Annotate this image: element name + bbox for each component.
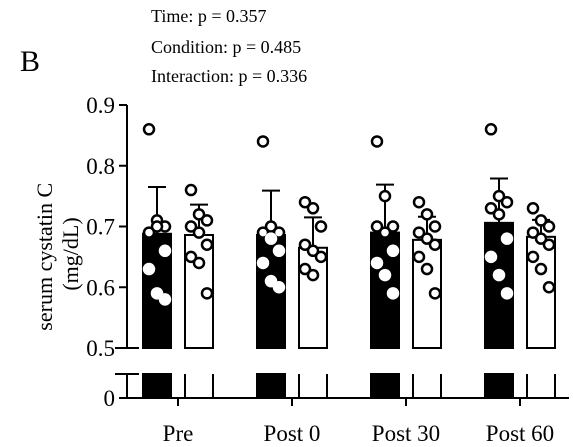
bar-lower-segment [142, 373, 172, 399]
data-point [306, 244, 320, 258]
data-point [534, 214, 548, 227]
stat-condition: Condition: p = 0.485 [151, 37, 301, 57]
data-point [184, 220, 198, 233]
data-point [150, 220, 164, 233]
y-axis-label: serum cystatin C (mg/dL) [32, 177, 83, 330]
data-point [428, 220, 442, 233]
data-point [158, 244, 172, 258]
data-point [420, 262, 434, 276]
data-point [484, 123, 498, 136]
data-point [272, 244, 286, 258]
data-point [492, 189, 506, 203]
data-point [264, 274, 278, 288]
data-point [158, 293, 172, 306]
stat-interaction: Interaction: p = 0.336 [151, 66, 307, 86]
data-point [314, 220, 328, 233]
data-point [256, 135, 270, 148]
y-tick-label: 0.6 [86, 275, 115, 300]
data-point [256, 256, 270, 270]
data-point [256, 226, 270, 239]
data-point [542, 281, 556, 294]
data-point [412, 195, 426, 209]
data-point [298, 238, 312, 251]
data-point [184, 183, 198, 197]
y-tick-label: 0.9 [86, 93, 115, 118]
data-point [298, 262, 312, 276]
bar-lower-segment [370, 373, 400, 399]
bar-lower-segment [256, 373, 286, 399]
data-point [386, 287, 400, 300]
data-point [412, 226, 426, 239]
y-tick-label: 0.7 [86, 215, 115, 240]
y-tick-label-zero: 0 [104, 386, 116, 411]
data-point [370, 256, 384, 270]
data-point [412, 250, 426, 264]
data-point [272, 281, 286, 294]
panel-label: B [20, 45, 40, 78]
data-point [142, 123, 156, 136]
data-point [526, 226, 540, 239]
y-axis-label-line1: serum cystatin C [32, 183, 57, 331]
axes: 0.9 0.8 0.7 0.6 0.5 0 Pre Post 0 Post 30 Post 60 [86, 93, 569, 446]
y-tick-label: 0.8 [86, 154, 115, 179]
data-point [526, 202, 540, 215]
data-point [386, 220, 400, 233]
x-tick-label: Post 60 [486, 421, 554, 446]
data-point [150, 287, 164, 300]
data-point [526, 250, 540, 264]
data-point [306, 268, 320, 282]
data-point [298, 195, 312, 209]
stat-time: Time: p = 0.357 [151, 6, 267, 26]
data-point [264, 220, 278, 233]
data-point [542, 220, 556, 233]
data-point [378, 268, 392, 282]
data-point [534, 262, 548, 276]
data-point [378, 226, 392, 239]
data-point [500, 195, 514, 209]
data-point [420, 208, 434, 221]
data-point [184, 250, 198, 264]
data-point [542, 238, 556, 251]
data-point [428, 287, 442, 300]
data-point [264, 232, 278, 245]
data-point [484, 202, 498, 215]
data-point [484, 250, 498, 264]
y-tick-label: 0.5 [86, 336, 115, 361]
data-point [306, 202, 320, 215]
plot-area [142, 123, 556, 399]
data-point [386, 244, 400, 258]
x-tick-label: Post 30 [372, 421, 440, 446]
data-point [492, 208, 506, 221]
data-point [500, 232, 514, 245]
data-point [272, 226, 286, 239]
y-axis-label-line2: (mg/dL) [58, 217, 83, 290]
data-point [428, 238, 442, 251]
data-point [192, 226, 206, 239]
data-point [500, 287, 514, 300]
x-tick-label: Pre [163, 421, 194, 446]
data-point [200, 238, 214, 251]
bar-lower-segment [484, 373, 514, 399]
data-point [370, 135, 384, 148]
data-point [200, 214, 214, 227]
data-point [200, 287, 214, 300]
data-point [142, 226, 156, 239]
data-point [192, 208, 206, 221]
data-point [378, 189, 392, 203]
data-point [192, 256, 206, 270]
x-tick-label: Post 0 [264, 421, 321, 446]
data-point [142, 262, 156, 276]
data-point [534, 232, 548, 245]
data-point [420, 232, 434, 245]
data-point [492, 268, 506, 282]
data-point [314, 250, 328, 264]
data-point [370, 220, 384, 233]
